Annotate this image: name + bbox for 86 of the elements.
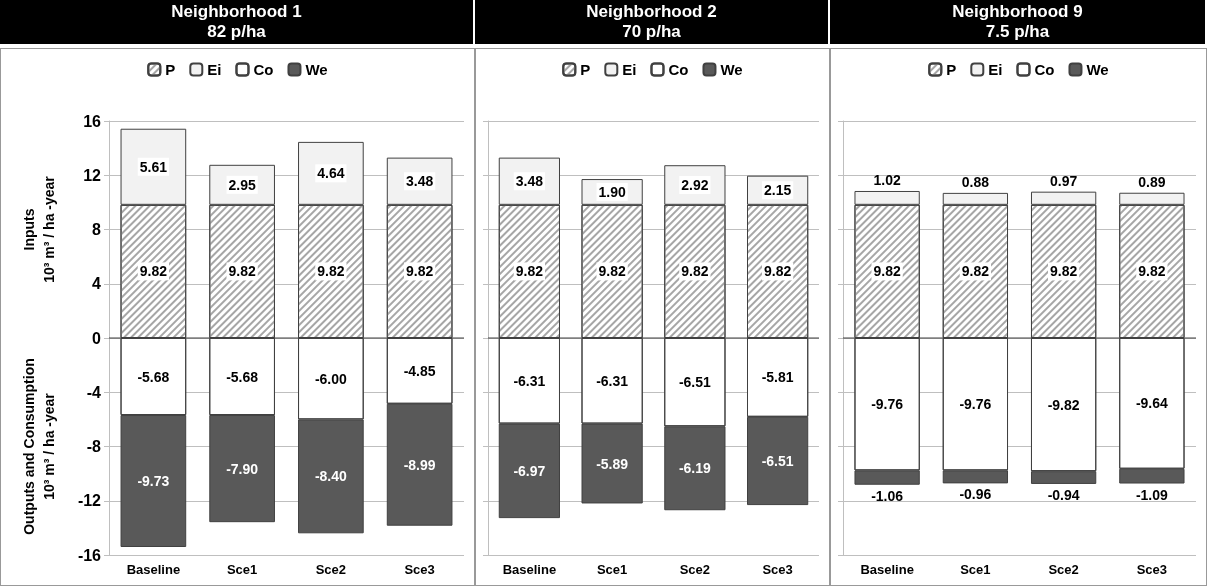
data-label: -0.96 xyxy=(959,486,992,503)
data-label: -6.00 xyxy=(314,370,348,387)
legend-label: P xyxy=(580,61,591,78)
data-label: -6.51 xyxy=(761,452,794,469)
y-tick-label: 0 xyxy=(92,329,102,347)
y-tick-label: 4 xyxy=(92,275,102,293)
y-tick-label: -16 xyxy=(77,546,102,564)
data-label: 9.82 xyxy=(1138,263,1166,280)
data-label: 9.82 xyxy=(139,263,168,280)
legend-label: We xyxy=(1086,61,1109,78)
data-label: -9.76 xyxy=(871,396,904,413)
data-label: -9.64 xyxy=(1135,395,1169,412)
data-label: -5.89 xyxy=(596,455,629,472)
x-tick-label: Baseline xyxy=(860,562,914,577)
x-tick-label: Sce2 xyxy=(315,562,347,577)
y-tick-label: 16 xyxy=(83,112,102,130)
data-label: -0.94 xyxy=(1047,486,1080,503)
x-tick-label: Sce3 xyxy=(1136,562,1168,577)
data-label: 9.82 xyxy=(873,263,901,280)
data-label: -9.76 xyxy=(959,396,992,413)
y-tick-label: -12 xyxy=(77,492,102,510)
legend-label: Co xyxy=(253,61,274,78)
data-label: -8.40 xyxy=(314,468,348,485)
data-label: -6.51 xyxy=(678,374,712,391)
data-label: 9.82 xyxy=(515,263,544,280)
data-label: -6.31 xyxy=(596,372,629,389)
data-label: -6.19 xyxy=(678,460,712,477)
data-label: -4.85 xyxy=(403,362,436,379)
data-label: -1.09 xyxy=(1135,486,1169,503)
chart-title: Neighborhood 1 82 p/ha xyxy=(0,0,473,44)
x-tick-label: Sce1 xyxy=(596,562,628,577)
x-tick-label: Sce2 xyxy=(679,562,711,577)
data-label: 2.15 xyxy=(764,182,792,199)
data-label: 2.92 xyxy=(681,177,709,194)
data-label: -7.90 xyxy=(226,460,259,477)
data-label: -6.97 xyxy=(513,462,546,479)
text: Outputs and Consumption 10³ m³ / ha -year xyxy=(21,358,57,535)
data-label: 9.82 xyxy=(228,263,256,280)
data-label: 0.97 xyxy=(1050,172,1078,189)
legend-label: P xyxy=(165,61,176,78)
data-label: -8.99 xyxy=(403,456,436,473)
data-label: 9.82 xyxy=(1050,263,1078,280)
data-label: 4.64 xyxy=(317,165,345,182)
y-tick-label: -8 xyxy=(86,438,102,455)
y-tick-label: 8 xyxy=(92,221,102,238)
data-label: 9.82 xyxy=(406,263,434,280)
x-tick-label: Sce3 xyxy=(762,562,793,577)
legend-label: Ei xyxy=(207,61,222,78)
data-label: 9.82 xyxy=(681,263,709,280)
chart-title: Neighborhood 9 7.5 p/ha xyxy=(830,0,1205,44)
data-label: 0.89 xyxy=(1138,173,1166,190)
x-tick-label: Sce2 xyxy=(1048,562,1079,577)
legend-label: We xyxy=(720,61,743,78)
legend-label: Co xyxy=(1034,61,1055,78)
data-label: 1.90 xyxy=(598,183,626,200)
data-label: -9.73 xyxy=(137,473,170,490)
y-tick-label: 12 xyxy=(83,166,102,184)
x-tick-label: Sce1 xyxy=(960,562,991,577)
chart-title: Neighborhood 2 70 p/ha xyxy=(475,0,828,44)
y-axis-title: Inputs 10³ m³ / ha -year xyxy=(21,175,57,283)
data-label: 5.61 xyxy=(139,158,168,175)
legend-label: P xyxy=(946,61,957,78)
legend-label: Ei xyxy=(988,61,1003,78)
data-label: 9.82 xyxy=(317,263,345,280)
data-label: 2.95 xyxy=(228,176,256,193)
data-label: 1.02 xyxy=(873,171,901,188)
data-label: 9.82 xyxy=(764,263,792,280)
x-tick-label: Baseline xyxy=(126,562,181,577)
data-label: -5.68 xyxy=(226,368,259,385)
x-tick-label: Sce3 xyxy=(404,562,435,577)
legend-label: Co xyxy=(668,61,689,78)
data-label: -1.06 xyxy=(871,487,904,504)
legend-label: We xyxy=(305,61,328,78)
data-label: -5.68 xyxy=(137,368,170,385)
data-label: -5.81 xyxy=(761,369,794,386)
data-label: 3.48 xyxy=(406,173,434,190)
data-label: -9.82 xyxy=(1047,396,1080,413)
data-label: -6.31 xyxy=(513,372,546,389)
y-tick-label: -4 xyxy=(86,383,102,401)
data-label: 9.82 xyxy=(961,263,990,280)
legend-label: Ei xyxy=(622,61,637,78)
data-label: 9.82 xyxy=(598,263,626,280)
data-label: 3.48 xyxy=(515,173,544,190)
data-label: 0.88 xyxy=(961,173,990,190)
x-tick-label: Baseline xyxy=(502,562,557,577)
x-tick-label: Sce1 xyxy=(226,562,258,577)
